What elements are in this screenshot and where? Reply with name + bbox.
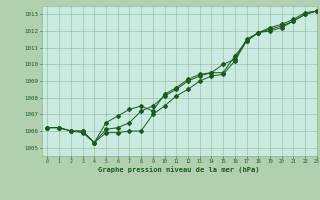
X-axis label: Graphe pression niveau de la mer (hPa): Graphe pression niveau de la mer (hPa): [99, 167, 260, 173]
